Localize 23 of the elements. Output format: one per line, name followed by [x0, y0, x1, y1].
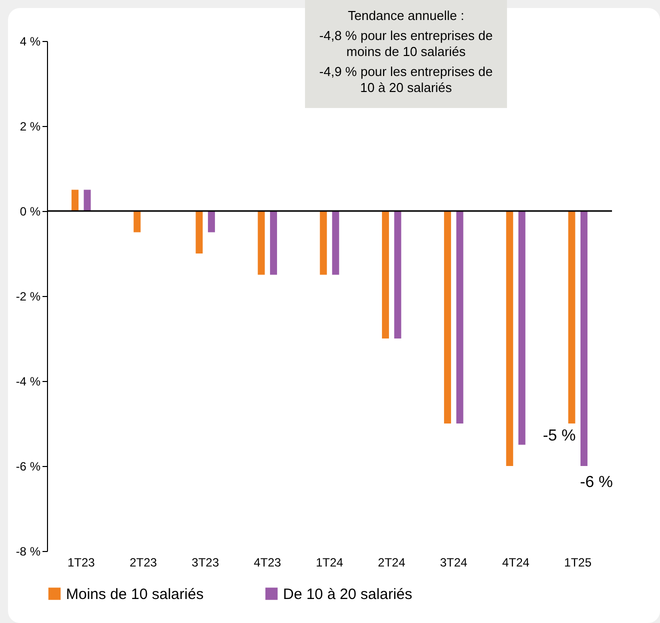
- x-tick-label: 2T23: [130, 556, 158, 570]
- data-label: -5 %: [542, 428, 576, 444]
- y-tick-label: -8 %: [16, 544, 41, 558]
- legend-label: De 10 à 20 salariés: [283, 586, 412, 603]
- x-tick-label: 1T24: [316, 556, 344, 570]
- x-tick-label: 3T23: [192, 556, 220, 570]
- x-tick-label: 2T24: [378, 556, 406, 570]
- y-tick-label: 0 %: [20, 204, 41, 218]
- x-tick-label: 3T24: [440, 556, 468, 570]
- text: Tendance annuelle :: [346, 8, 466, 24]
- legend-label: Moins de 10 salariés: [66, 586, 204, 603]
- annotation: -4,8 % pour les entreprises de moins de 10 salariés: [318, 28, 494, 60]
- x-tick-label: 4T24: [502, 556, 530, 570]
- x-tick-label: 4T23: [254, 556, 282, 570]
- x-tick-label: 1T25: [564, 556, 592, 570]
- y-tick-label: -4 %: [16, 374, 41, 388]
- y-tick-label: 4 %: [20, 34, 41, 48]
- annotation: -4,9 % pour les entreprises de 10 à 20 salariés: [318, 64, 494, 96]
- y-tick-label: -6 %: [16, 460, 41, 474]
- y-tick-label: 2 %: [20, 120, 41, 134]
- data-label: -6 %: [580, 474, 613, 491]
- y-tick-label: -2 %: [16, 290, 41, 304]
- x-tick-label: 1T23: [67, 556, 96, 570]
